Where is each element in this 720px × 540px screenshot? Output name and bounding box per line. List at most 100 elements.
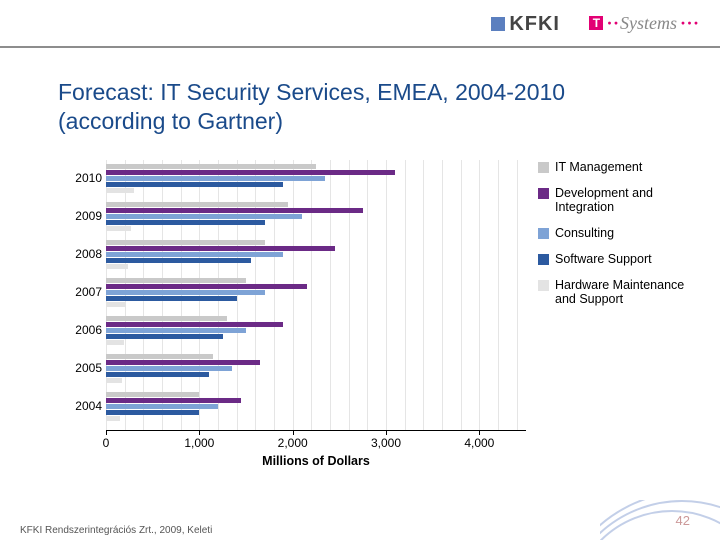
logo-kfki: KFKI	[491, 13, 560, 36]
bar-hw_maint	[106, 416, 120, 421]
gridline	[274, 160, 275, 430]
y-category-label: 2009	[58, 209, 102, 223]
bar-dev_integration	[106, 322, 283, 327]
legend-swatch-icon	[538, 254, 549, 265]
gridline	[479, 160, 480, 430]
gridline	[106, 160, 107, 430]
bar-software_support	[106, 182, 283, 187]
bar-it_management	[106, 278, 246, 283]
gridline	[405, 160, 406, 430]
gridline	[386, 160, 387, 430]
bar-software_support	[106, 296, 237, 301]
logo-tsystems: T Systems	[589, 13, 700, 34]
bar-consulting	[106, 328, 246, 333]
x-tick-label: 3,000	[371, 436, 401, 450]
bar-hw_maint	[106, 302, 126, 307]
bar-dev_integration	[106, 246, 335, 251]
bar-it_management	[106, 354, 213, 359]
gridline	[349, 160, 350, 430]
legend-label: Hardware Maintenance and Support	[555, 278, 706, 306]
bar-consulting	[106, 252, 283, 257]
gridline	[143, 160, 144, 430]
bar-software_support	[106, 258, 251, 263]
gridline	[442, 160, 443, 430]
x-tick	[479, 430, 480, 435]
bar-it_management	[106, 392, 199, 397]
y-category-label: 2004	[58, 399, 102, 413]
gridline	[423, 160, 424, 430]
bar-consulting	[106, 214, 302, 219]
y-category-label: 2007	[58, 285, 102, 299]
y-category-label: 2005	[58, 361, 102, 375]
bar-software_support	[106, 372, 209, 377]
gridline	[181, 160, 182, 430]
gridline	[162, 160, 163, 430]
footer-text: KFKI Rendszerintegrációs Zrt., 2009, Kel…	[20, 525, 212, 536]
dots-icon	[677, 13, 700, 33]
gridline	[218, 160, 219, 430]
bar-software_support	[106, 410, 199, 415]
x-tick	[106, 430, 107, 435]
x-tick-label: 1,000	[184, 436, 214, 450]
gridline	[237, 160, 238, 430]
bar-software_support	[106, 220, 265, 225]
legend-item: Consulting	[538, 226, 706, 240]
bar-dev_integration	[106, 398, 241, 403]
x-tick-label: 4,000	[464, 436, 494, 450]
bar-consulting	[106, 290, 265, 295]
legend-swatch-icon	[538, 188, 549, 199]
corner-decoration	[600, 500, 720, 540]
legend-label: Development and Integration	[555, 186, 706, 214]
gridline	[330, 160, 331, 430]
x-axis-title: Millions of Dollars	[106, 454, 526, 468]
gridline	[125, 160, 126, 430]
gridline	[255, 160, 256, 430]
legend-item: Software Support	[538, 252, 706, 266]
bar-dev_integration	[106, 170, 395, 175]
legend-label: Consulting	[555, 226, 614, 240]
legend-label: IT Management	[555, 160, 642, 174]
logo-kfki-text: KFKI	[509, 13, 560, 35]
x-tick	[293, 430, 294, 435]
t-badge-icon: T	[589, 16, 603, 30]
legend-swatch-icon	[538, 228, 549, 239]
bar-hw_maint	[106, 340, 124, 345]
bar-dev_integration	[106, 360, 260, 365]
bar-hw_maint	[106, 226, 131, 231]
gridline	[199, 160, 200, 430]
gridline	[461, 160, 462, 430]
bar-dev_integration	[106, 208, 363, 213]
plot-area	[106, 160, 526, 431]
gridline	[517, 160, 518, 430]
logo-tsystems-text: Systems	[620, 13, 677, 33]
legend: IT Management Development and Integration…	[538, 160, 706, 318]
y-category-label: 2008	[58, 247, 102, 261]
bar-consulting	[106, 176, 325, 181]
legend-swatch-icon	[538, 162, 549, 173]
dots-icon	[606, 13, 620, 33]
bar-dev_integration	[106, 284, 307, 289]
header-rule	[0, 46, 720, 48]
bar-consulting	[106, 404, 218, 409]
page-title: Forecast: IT Security Services, EMEA, 20…	[58, 78, 660, 136]
bar-hw_maint	[106, 378, 122, 383]
legend-item: Development and Integration	[538, 186, 706, 214]
bar-software_support	[106, 334, 223, 339]
y-category-label: 2010	[58, 171, 102, 185]
gridline	[498, 160, 499, 430]
bar-consulting	[106, 366, 232, 371]
gridline	[367, 160, 368, 430]
legend-item: IT Management	[538, 160, 706, 174]
legend-label: Software Support	[555, 252, 652, 266]
gridline	[293, 160, 294, 430]
legend-swatch-icon	[538, 280, 549, 291]
bar-it_management	[106, 240, 265, 245]
x-tick	[386, 430, 387, 435]
bar-hw_maint	[106, 188, 134, 193]
x-tick-label: 0	[103, 436, 110, 450]
slide: { "header": { "logo1_text": "KFKI", "log…	[0, 0, 720, 540]
legend-item: Hardware Maintenance and Support	[538, 278, 706, 306]
kfki-square-icon	[491, 17, 505, 31]
bar-chart: Millions of Dollars 01,0002,0003,0004,00…	[58, 160, 528, 470]
bar-it_management	[106, 316, 227, 321]
